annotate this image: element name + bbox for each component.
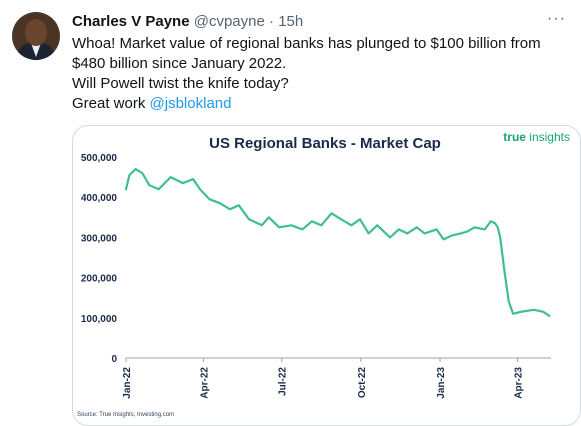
source-note: Source: True Insights, Investing.com bbox=[77, 412, 174, 418]
brand-logo: true insights bbox=[503, 130, 570, 144]
mention-link[interactable]: @jsblokland bbox=[149, 95, 232, 112]
y-tick-label: 0 bbox=[111, 354, 117, 365]
tweet-text: Whoa! Market value of regional banks has… bbox=[72, 34, 567, 114]
y-axis-ticks: 500,000 400,000 300,000 200,000 100,000 0 bbox=[81, 153, 118, 365]
y-tick-label: 500,000 bbox=[81, 153, 118, 164]
x-tick-label: Jan-23 bbox=[436, 367, 447, 399]
x-axis-ticks: Jan-22 Apr-22 Jul-22 Oct-22 Jan-23 Apr-23 bbox=[122, 358, 524, 399]
chart-title: US Regional Banks - Market Cap bbox=[209, 135, 441, 152]
author-handle[interactable]: @cvpayne bbox=[193, 13, 265, 30]
x-tick-label: Apr-22 bbox=[199, 367, 210, 399]
author-name[interactable]: Charles V Payne bbox=[72, 13, 190, 30]
avatar[interactable] bbox=[12, 12, 60, 60]
y-tick-label: 200,000 bbox=[81, 274, 118, 285]
avatar-face bbox=[25, 19, 47, 46]
tweet-header: Charles V Payne @cvpayne · 15h bbox=[72, 12, 303, 32]
tweet-text-line-2: $480 billion since January 2022. bbox=[72, 55, 287, 72]
avatar-shirt bbox=[31, 43, 41, 57]
tweet-text-line-3: Will Powell twist the knife today? bbox=[72, 75, 289, 92]
x-tick-label: Jul-22 bbox=[278, 367, 289, 396]
tweet-text-prefix: Great work bbox=[72, 95, 150, 112]
x-tick-label: Jan-22 bbox=[122, 367, 133, 399]
chart-svg: US Regional Banks - Market Cap true insi… bbox=[73, 126, 580, 425]
y-tick-label: 300,000 bbox=[81, 233, 118, 244]
tweet-text-line-1: Whoa! Market value of regional banks has… bbox=[72, 35, 541, 52]
y-tick-label: 400,000 bbox=[81, 193, 118, 204]
x-tick-label: Oct-22 bbox=[357, 367, 368, 399]
more-options-icon[interactable]: ··· bbox=[547, 10, 566, 27]
brand-logo-bold: true bbox=[503, 130, 526, 144]
tweet-text-line-4: Great work @jsblokland bbox=[72, 94, 567, 114]
chart-image-card[interactable]: US Regional Banks - Market Cap true insi… bbox=[72, 125, 581, 426]
brand-logo-light: insights bbox=[526, 130, 570, 144]
tweet-time[interactable]: 15h bbox=[278, 13, 304, 30]
y-tick-label: 100,000 bbox=[81, 314, 118, 325]
x-tick-label: Apr-23 bbox=[513, 367, 524, 399]
series-line bbox=[124, 168, 551, 317]
separator-dot: · bbox=[269, 13, 275, 30]
